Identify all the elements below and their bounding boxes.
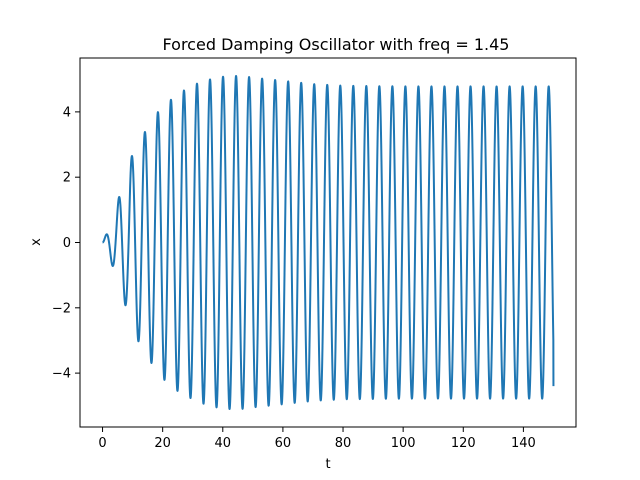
x-tick-label: 20 — [154, 436, 171, 451]
y-axis-label: x — [29, 238, 44, 246]
x-tick-label: 140 — [511, 436, 536, 451]
plot-area — [101, 75, 555, 411]
y-tick-label: 4 — [63, 105, 71, 120]
y-axis: −4 −2 0 2 4 — [52, 105, 80, 382]
x-tick-label: 0 — [98, 436, 106, 451]
x-axis-label: t — [325, 457, 330, 472]
chart-title: Forced Damping Oscillator with freq = 1.… — [163, 35, 510, 54]
x-tick-label: 100 — [391, 436, 416, 451]
y-tick-label: 0 — [63, 236, 71, 251]
y-tick-label: −4 — [52, 367, 71, 382]
x-tick-label: 60 — [275, 436, 292, 451]
series-line — [101, 75, 555, 411]
x-tick-label: 120 — [451, 436, 476, 451]
y-tick-label: 2 — [63, 171, 71, 186]
y-tick-label: −2 — [52, 301, 71, 316]
x-axis: 0 20 40 60 80 100 120 140 — [98, 427, 536, 451]
x-tick-label: 40 — [215, 436, 232, 451]
x-tick-label: 80 — [335, 436, 352, 451]
